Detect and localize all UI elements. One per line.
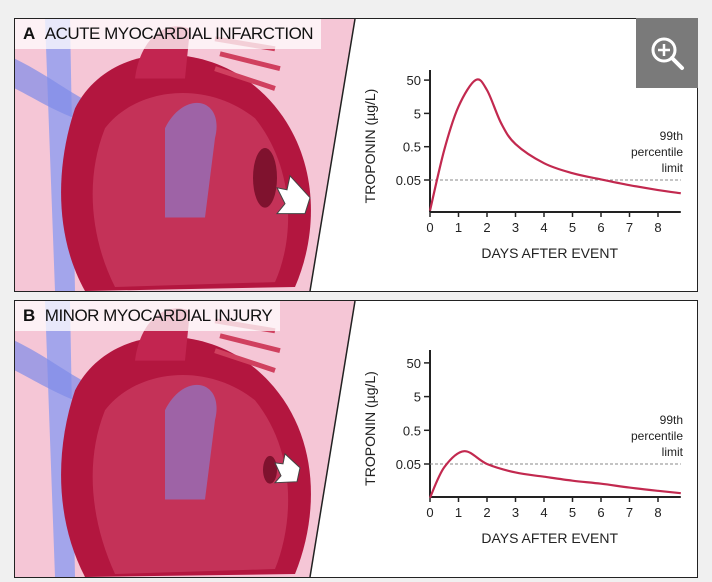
- panel-a-title: A ACUTE MYOCARDIAL INFARCTION: [15, 19, 322, 49]
- x-tick-label: 7: [626, 505, 633, 520]
- x-tick-label: 3: [512, 220, 519, 235]
- panel-b: B MINOR MYOCARDIAL INJURY: [14, 300, 698, 578]
- x-tick-label: 1: [455, 220, 462, 235]
- x-tick-label: 1: [455, 505, 462, 520]
- panel-a: A ACUTE MYOCARDIAL INFARCTION: [14, 18, 698, 292]
- percentile-limit-label: 99th: [660, 413, 683, 427]
- percentile-limit-label: limit: [662, 161, 684, 175]
- x-tick-label: 2: [483, 505, 490, 520]
- x-axis-label: DAYS AFTER EVENT: [481, 245, 618, 261]
- y-axis-label: TROPONIN (µg/L): [362, 89, 378, 204]
- y-tick-label: 50: [407, 356, 421, 371]
- x-tick-label: 6: [597, 220, 604, 235]
- chart-a: 0 1 2 3 4 5 6 7 8 50 5 0.5 0.05 DAYS AFTER EVENT TROPO…: [362, 70, 684, 261]
- x-axis-label: DAYS AFTER EVENT: [481, 530, 618, 546]
- x-tick-label: 6: [597, 505, 604, 520]
- y-tick-label: 0.5: [403, 140, 421, 155]
- zoom-in-button[interactable]: [636, 18, 698, 88]
- x-tick-label: 3: [512, 505, 519, 520]
- panel-b-title: B MINOR MYOCARDIAL INJURY: [15, 301, 281, 331]
- percentile-limit-label: limit: [662, 445, 684, 459]
- y-tick-label: 5: [414, 390, 421, 405]
- percentile-limit-label: 99th: [660, 129, 683, 143]
- heart-illustration-minor-injury: [15, 301, 356, 577]
- x-tick-label: 0: [426, 220, 433, 235]
- troponin-curve: [428, 78, 681, 211]
- y-tick-label: 0.05: [396, 173, 421, 188]
- percentile-limit-label: percentile: [631, 145, 683, 159]
- x-tick-label: 4: [540, 505, 547, 520]
- troponin-curve: [428, 450, 681, 499]
- x-tick-label: 8: [654, 220, 661, 235]
- x-tick-label: 2: [483, 220, 490, 235]
- panel-b-title-text: MINOR MYOCARDIAL INJURY: [44, 306, 273, 325]
- x-tick-label: 5: [569, 505, 576, 520]
- panel-a-letter: A: [23, 24, 35, 43]
- y-tick-label: 50: [407, 73, 421, 88]
- panel-b-letter: B: [23, 306, 35, 325]
- x-tick-label: 7: [626, 220, 633, 235]
- y-tick-label: 0.05: [396, 457, 421, 472]
- x-tick-label: 5: [569, 220, 576, 235]
- y-axis-label: TROPONIN (µg/L): [362, 371, 378, 486]
- zoom-in-icon: [651, 37, 684, 70]
- chart-b: 0 1 2 3 4 5 6 7 8 50 5 0.5 0.05 DAYS AFTER EVENT TROPO…: [362, 350, 684, 546]
- panel-a-title-text: ACUTE MYOCARDIAL INFARCTION: [44, 24, 314, 43]
- x-tick-label: 0: [426, 505, 433, 520]
- y-tick-label: 5: [414, 106, 421, 121]
- percentile-limit-label: percentile: [631, 429, 683, 443]
- x-tick-label: 8: [654, 505, 661, 520]
- x-tick-label: 4: [540, 220, 547, 235]
- y-tick-label: 0.5: [403, 423, 421, 438]
